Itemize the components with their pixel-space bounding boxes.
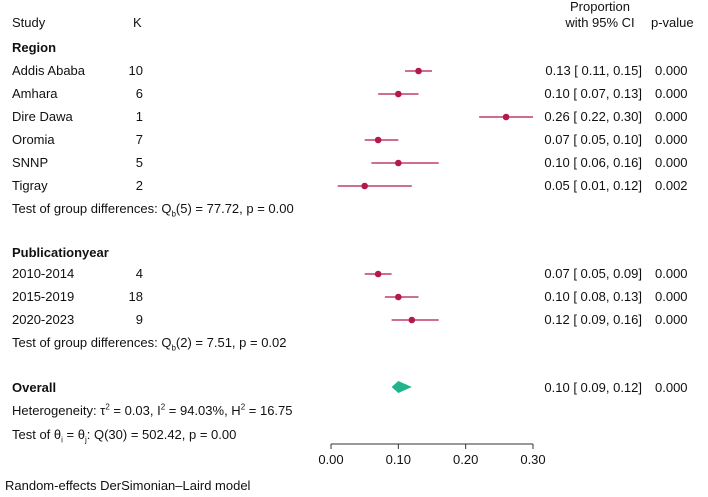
study-ci-text: 0.13 [ 0.11, 0.15] bbox=[545, 63, 642, 78]
group-test-region: Test of group differences: Qb(5) = 77.72… bbox=[12, 201, 294, 219]
study-ci-text: 0.10 [ 0.08, 0.13] bbox=[544, 289, 642, 304]
footnote: Random-effects DerSimonian–Laird model bbox=[5, 478, 251, 493]
header-proportion-line2: with 95% CI bbox=[565, 15, 635, 30]
study-ci-text: 0.05 [ 0.01, 0.12] bbox=[544, 178, 642, 193]
study-marker bbox=[408, 316, 416, 324]
study-ci-text: 0.07 [ 0.05, 0.10] bbox=[544, 132, 642, 147]
study-k: 7 bbox=[135, 132, 143, 147]
study-label: Amhara bbox=[12, 86, 58, 101]
group-test-publicationyear: Test of group differences: Qb(2) = 7.51,… bbox=[12, 335, 287, 353]
study-marker bbox=[502, 113, 510, 121]
study-pvalue: 0.000 bbox=[655, 312, 688, 327]
study-marker bbox=[395, 90, 402, 98]
overall-label: Overall bbox=[12, 380, 57, 395]
study-k: 6 bbox=[135, 86, 143, 101]
study-label: 2020-2023 bbox=[12, 312, 75, 327]
study-pvalue: 0.000 bbox=[655, 266, 688, 281]
study-k: 9 bbox=[135, 312, 143, 327]
theta-test: Test of θi = θj: Q(30) = 502.42, p = 0.0… bbox=[12, 427, 237, 445]
overall-diamond bbox=[391, 381, 412, 393]
study-ci-text: 0.26 [ 0.22, 0.30] bbox=[544, 109, 642, 124]
study-marker bbox=[361, 182, 368, 190]
study-k: 18 bbox=[128, 289, 143, 304]
study-pvalue: 0.002 bbox=[655, 178, 688, 193]
x-tick-label: 0.00 bbox=[318, 452, 343, 467]
group-title-publicationyear: Publicationyear bbox=[12, 245, 109, 260]
study-k: 10 bbox=[128, 63, 143, 78]
study-ci-text: 0.12 [ 0.09, 0.16] bbox=[544, 312, 642, 327]
study-label: SNNP bbox=[12, 155, 49, 170]
study-label: Tigray bbox=[12, 178, 48, 193]
study-label: Oromia bbox=[12, 132, 55, 147]
study-marker bbox=[374, 270, 382, 278]
x-tick-label: 0.10 bbox=[386, 452, 411, 467]
overall-ci-text: 0.10 [ 0.09, 0.12] bbox=[544, 380, 642, 395]
x-tick-label: 0.30 bbox=[520, 452, 545, 467]
study-marker bbox=[395, 159, 402, 167]
study-label: 2015-2019 bbox=[12, 289, 75, 304]
study-label: Dire Dawa bbox=[12, 109, 73, 124]
study-marker bbox=[395, 293, 402, 301]
study-ci-text: 0.07 [ 0.05, 0.09] bbox=[544, 266, 642, 281]
study-label: Addis Ababa bbox=[12, 63, 86, 78]
heterogeneity-stats: Heterogeneity: τ2 = 0.03, I2 = 94.03%, H… bbox=[12, 402, 293, 418]
study-pvalue: 0.000 bbox=[655, 155, 688, 170]
x-tick-label: 0.20 bbox=[453, 452, 478, 467]
study-marker bbox=[415, 67, 422, 75]
study-ci-text: 0.10 [ 0.06, 0.16] bbox=[544, 155, 642, 170]
study-k: 5 bbox=[135, 155, 143, 170]
header-pvalue: p-value bbox=[651, 15, 694, 30]
study-ci-text: 0.10 [ 0.07, 0.13] bbox=[544, 86, 642, 101]
study-pvalue: 0.000 bbox=[655, 86, 688, 101]
study-pvalue: 0.000 bbox=[655, 132, 688, 147]
study-pvalue: 0.000 bbox=[655, 109, 688, 124]
study-marker bbox=[374, 136, 382, 144]
study-k: 1 bbox=[135, 109, 143, 124]
group-title-region: Region bbox=[12, 40, 57, 55]
study-k: 4 bbox=[135, 266, 143, 281]
study-pvalue: 0.000 bbox=[655, 63, 688, 78]
header-study: Study bbox=[12, 15, 46, 30]
header-k: K bbox=[133, 15, 142, 30]
study-k: 2 bbox=[135, 178, 143, 193]
header-proportion-line1: Proportion bbox=[570, 0, 630, 14]
overall-pvalue: 0.000 bbox=[655, 380, 688, 395]
study-label: 2010-2014 bbox=[12, 266, 75, 281]
study-pvalue: 0.000 bbox=[655, 289, 688, 304]
